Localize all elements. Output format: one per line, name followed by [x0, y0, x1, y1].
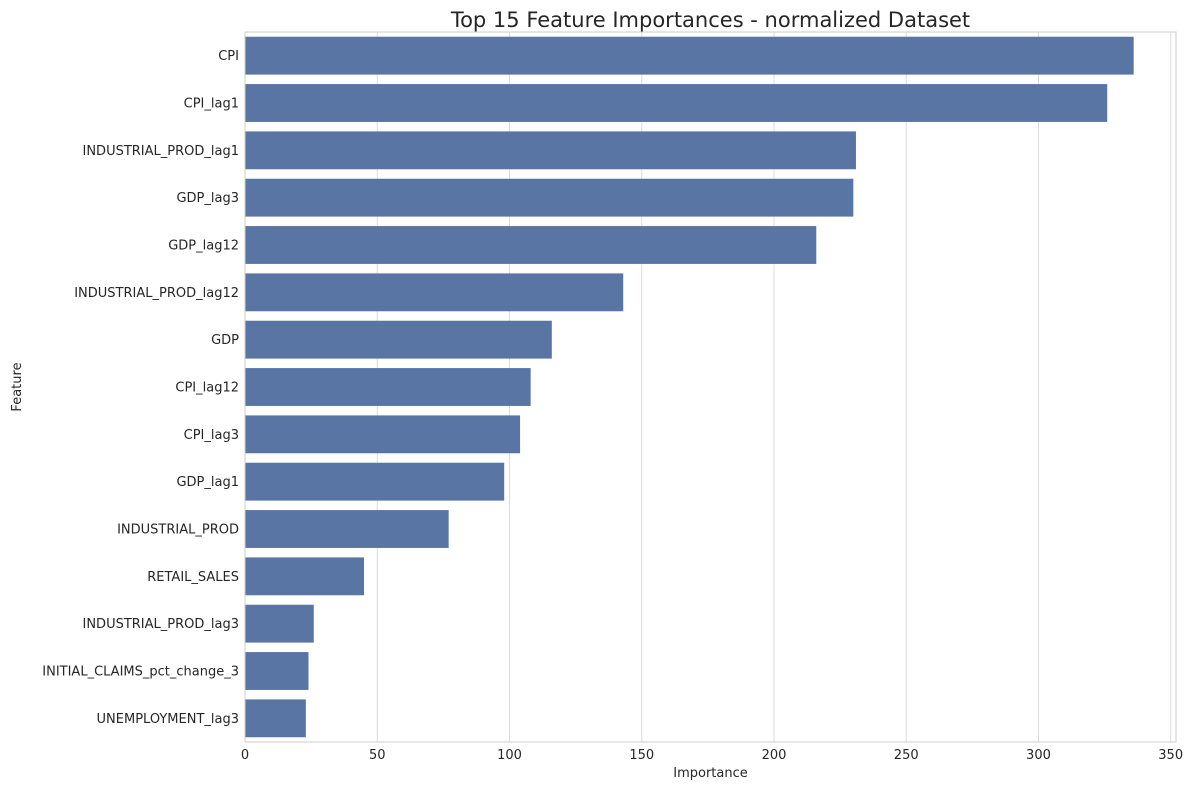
bar	[245, 320, 552, 359]
y-tick-label: GDP_lag1	[176, 475, 239, 490]
y-axis-label: Feature	[10, 362, 25, 411]
chart-title: Top 15 Feature Importances - normalized …	[450, 8, 970, 32]
bar	[245, 557, 365, 596]
x-tick-label: 150	[629, 748, 654, 763]
x-tick-label: 200	[762, 748, 787, 763]
y-tick-label: CPI_lag1	[184, 97, 239, 112]
bar	[245, 604, 314, 643]
y-tick-label: INITIAL_CLAIMS_pct_change_3	[42, 665, 239, 680]
y-tick-labels: CPI CPI_lag1 INDUSTRIAL_PROD_lag1 GDP_lag3 G…	[42, 49, 239, 727]
y-tick-label: GDP	[211, 333, 239, 348]
y-tick-label: UNEMPLOYMENT_lag3	[97, 712, 239, 727]
bar	[245, 699, 306, 738]
bar	[245, 226, 817, 264]
y-tick-label: CPI_lag3	[184, 428, 239, 443]
y-tick-label: INDUSTRIAL_PROD_lag1	[83, 144, 240, 159]
bar	[245, 273, 624, 312]
bar	[245, 36, 1134, 75]
plot-frame	[244, 31, 1177, 743]
bar	[245, 178, 854, 217]
x-tick-label: 100	[497, 748, 522, 763]
x-tick-label: 350	[1158, 748, 1183, 763]
bars	[245, 36, 1134, 738]
bar	[245, 510, 449, 548]
x-tick-label: 50	[369, 748, 386, 763]
y-tick-label: INDUSTRIAL_PROD	[117, 523, 239, 538]
bar	[245, 131, 856, 170]
bar	[245, 462, 505, 501]
bar	[245, 415, 521, 454]
x-tick-labels: 0 50 100 150 200 250 300 350	[241, 748, 1183, 763]
x-axis-label: Importance	[673, 766, 748, 781]
bar	[245, 84, 1108, 122]
y-tick-label: CPI_lag12	[175, 381, 239, 396]
bar	[245, 652, 309, 690]
y-tick-label: GDP_lag12	[168, 239, 239, 254]
y-tick-label: CPI	[218, 49, 239, 64]
x-tick-label: 0	[241, 748, 249, 763]
x-tick-label: 300	[1026, 748, 1051, 763]
y-tick-label: RETAIL_SALES	[147, 570, 239, 585]
x-tick-label: 250	[894, 748, 919, 763]
y-tick-label: GDP_lag3	[176, 191, 239, 206]
bar	[245, 368, 531, 406]
y-tick-label: INDUSTRIAL_PROD_lag12	[74, 286, 239, 301]
y-tick-label: INDUSTRIAL_PROD_lag3	[83, 617, 240, 632]
